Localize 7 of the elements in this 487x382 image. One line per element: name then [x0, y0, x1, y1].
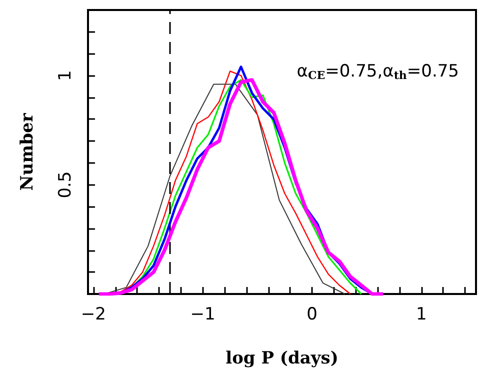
x-tick-label: −1 — [190, 304, 216, 324]
x-tick-label: 1 — [416, 304, 427, 324]
y-axis-title: Number — [18, 112, 38, 191]
x-tick-label: −2 — [80, 304, 106, 324]
x-tick-label: 0 — [306, 304, 318, 324]
y-tick-label: 0.5 — [56, 171, 76, 198]
x-axis-title: log P (days) — [226, 348, 338, 368]
